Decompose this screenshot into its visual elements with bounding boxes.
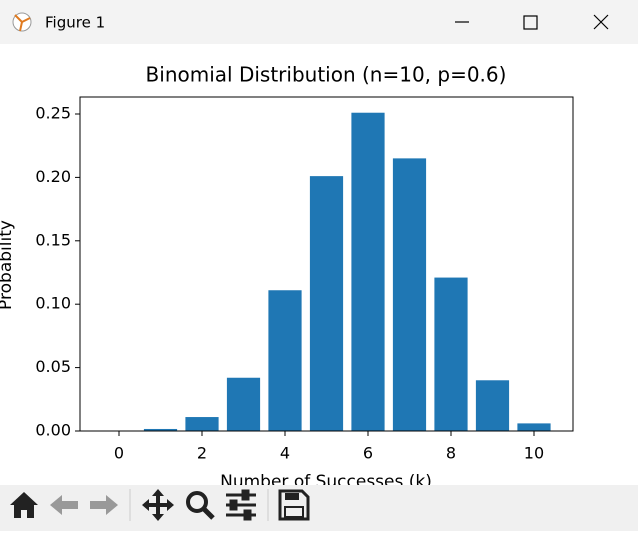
bar [393, 158, 426, 431]
bar [434, 278, 467, 431]
y-tick-label: 0.20 [35, 167, 71, 186]
y-tick-label: 0.00 [35, 421, 71, 440]
bar [351, 113, 384, 431]
x-tick-label: 8 [446, 444, 456, 463]
app-icon [13, 13, 31, 31]
bar [476, 380, 509, 431]
x-tick-label: 10 [524, 444, 544, 463]
y-tick-label: 0.05 [35, 357, 71, 376]
x-tick-label: 2 [197, 444, 207, 463]
x-tick-label: 4 [280, 444, 290, 463]
window-title: Figure 1 [45, 14, 105, 32]
bar [517, 423, 550, 431]
x-tick-label: 6 [363, 444, 373, 463]
y-tick-label: 0.10 [35, 294, 71, 313]
bar [310, 176, 343, 431]
y-tick-label: 0.15 [35, 230, 71, 249]
y-axis-label: Probability [0, 220, 16, 310]
x-tick-label: 0 [114, 444, 124, 463]
bar [268, 290, 301, 431]
configure-button[interactable] [226, 491, 256, 519]
bar [227, 378, 260, 431]
bar [185, 417, 218, 431]
chart-title: Binomial Distribution (n=10, p=0.6) [146, 63, 507, 87]
y-tick-label: 0.25 [35, 103, 71, 122]
